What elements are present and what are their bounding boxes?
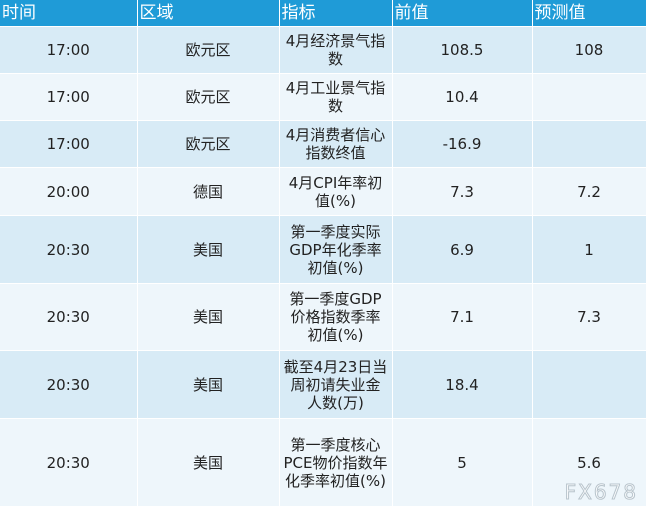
cell-forecast bbox=[532, 350, 646, 419]
header-row: 时间 区域 指标 前值 预测值 bbox=[0, 0, 646, 27]
table-row: 20:30 美国 第一季度GDP价格指数季率初值(%) 7.1 7.3 bbox=[0, 283, 646, 351]
cell-indicator: 第一季度GDP价格指数季率初值(%) bbox=[279, 283, 393, 351]
cell-previous: 108.5 bbox=[392, 26, 533, 74]
watermark-logo: FX678 bbox=[564, 480, 638, 504]
cell-forecast: 5.6 bbox=[532, 418, 646, 507]
cell-previous: 10.4 bbox=[392, 73, 533, 121]
cell-indicator: 第一季度实际GDP年化季率初值(%) bbox=[279, 215, 393, 284]
cell-time: 17:00 bbox=[0, 73, 138, 121]
table-row: 17:00 欧元区 4月工业景气指数 10.4 bbox=[0, 73, 646, 121]
cell-forecast: 108 bbox=[532, 26, 646, 74]
header-previous: 前值 bbox=[392, 0, 533, 27]
cell-region: 美国 bbox=[137, 418, 280, 507]
cell-previous: 7.1 bbox=[392, 283, 533, 351]
cell-forecast: 7.2 bbox=[532, 167, 646, 216]
cell-time: 20:00 bbox=[0, 167, 138, 216]
cell-time: 17:00 bbox=[0, 120, 138, 168]
cell-forecast bbox=[532, 120, 646, 168]
cell-region: 美国 bbox=[137, 283, 280, 351]
table-row: 17:00 欧元区 4月经济景气指数 108.5 108 bbox=[0, 26, 646, 74]
cell-indicator: 4月经济景气指数 bbox=[279, 26, 393, 74]
cell-region: 美国 bbox=[137, 215, 280, 284]
cell-time: 20:30 bbox=[0, 350, 138, 419]
cell-previous: 7.3 bbox=[392, 167, 533, 216]
cell-previous: 5 bbox=[392, 418, 533, 507]
cell-time: 20:30 bbox=[0, 215, 138, 284]
header-region: 区域 bbox=[137, 0, 280, 27]
cell-region: 欧元区 bbox=[137, 120, 280, 168]
cell-forecast: 1 bbox=[532, 215, 646, 284]
cell-indicator: 4月工业景气指数 bbox=[279, 73, 393, 121]
cell-previous: -16.9 bbox=[392, 120, 533, 168]
cell-indicator: 截至4月23日当周初请失业金人数(万) bbox=[279, 350, 393, 419]
cell-time: 20:30 bbox=[0, 283, 138, 351]
header-time: 时间 bbox=[0, 0, 138, 27]
table-row: 17:00 欧元区 4月消费者信心指数终值 -16.9 bbox=[0, 120, 646, 168]
cell-region: 欧元区 bbox=[137, 73, 280, 121]
cell-forecast bbox=[532, 73, 646, 121]
cell-indicator: 4月CPI年率初值(%) bbox=[279, 167, 393, 216]
header-forecast: 预测值 bbox=[532, 0, 646, 27]
table-row: 20:00 德国 4月CPI年率初值(%) 7.3 7.2 bbox=[0, 167, 646, 216]
cell-time: 17:00 bbox=[0, 26, 138, 74]
header-indicator: 指标 bbox=[279, 0, 393, 27]
cell-region: 欧元区 bbox=[137, 26, 280, 74]
table-row: 20:30 美国 第一季度核心PCE物价指数年化季率初值(%) 5 5.6 bbox=[0, 418, 646, 507]
cell-previous: 18.4 bbox=[392, 350, 533, 419]
cell-previous: 6.9 bbox=[392, 215, 533, 284]
cell-indicator: 4月消费者信心指数终值 bbox=[279, 120, 393, 168]
cell-region: 美国 bbox=[137, 350, 280, 419]
cell-time: 20:30 bbox=[0, 418, 138, 507]
table-row: 20:30 美国 第一季度实际GDP年化季率初值(%) 6.9 1 bbox=[0, 215, 646, 284]
cell-forecast: 7.3 bbox=[532, 283, 646, 351]
table-row: 20:30 美国 截至4月23日当周初请失业金人数(万) 18.4 bbox=[0, 350, 646, 419]
cell-indicator: 第一季度核心PCE物价指数年化季率初值(%) bbox=[279, 418, 393, 507]
cell-region: 德国 bbox=[137, 167, 280, 216]
